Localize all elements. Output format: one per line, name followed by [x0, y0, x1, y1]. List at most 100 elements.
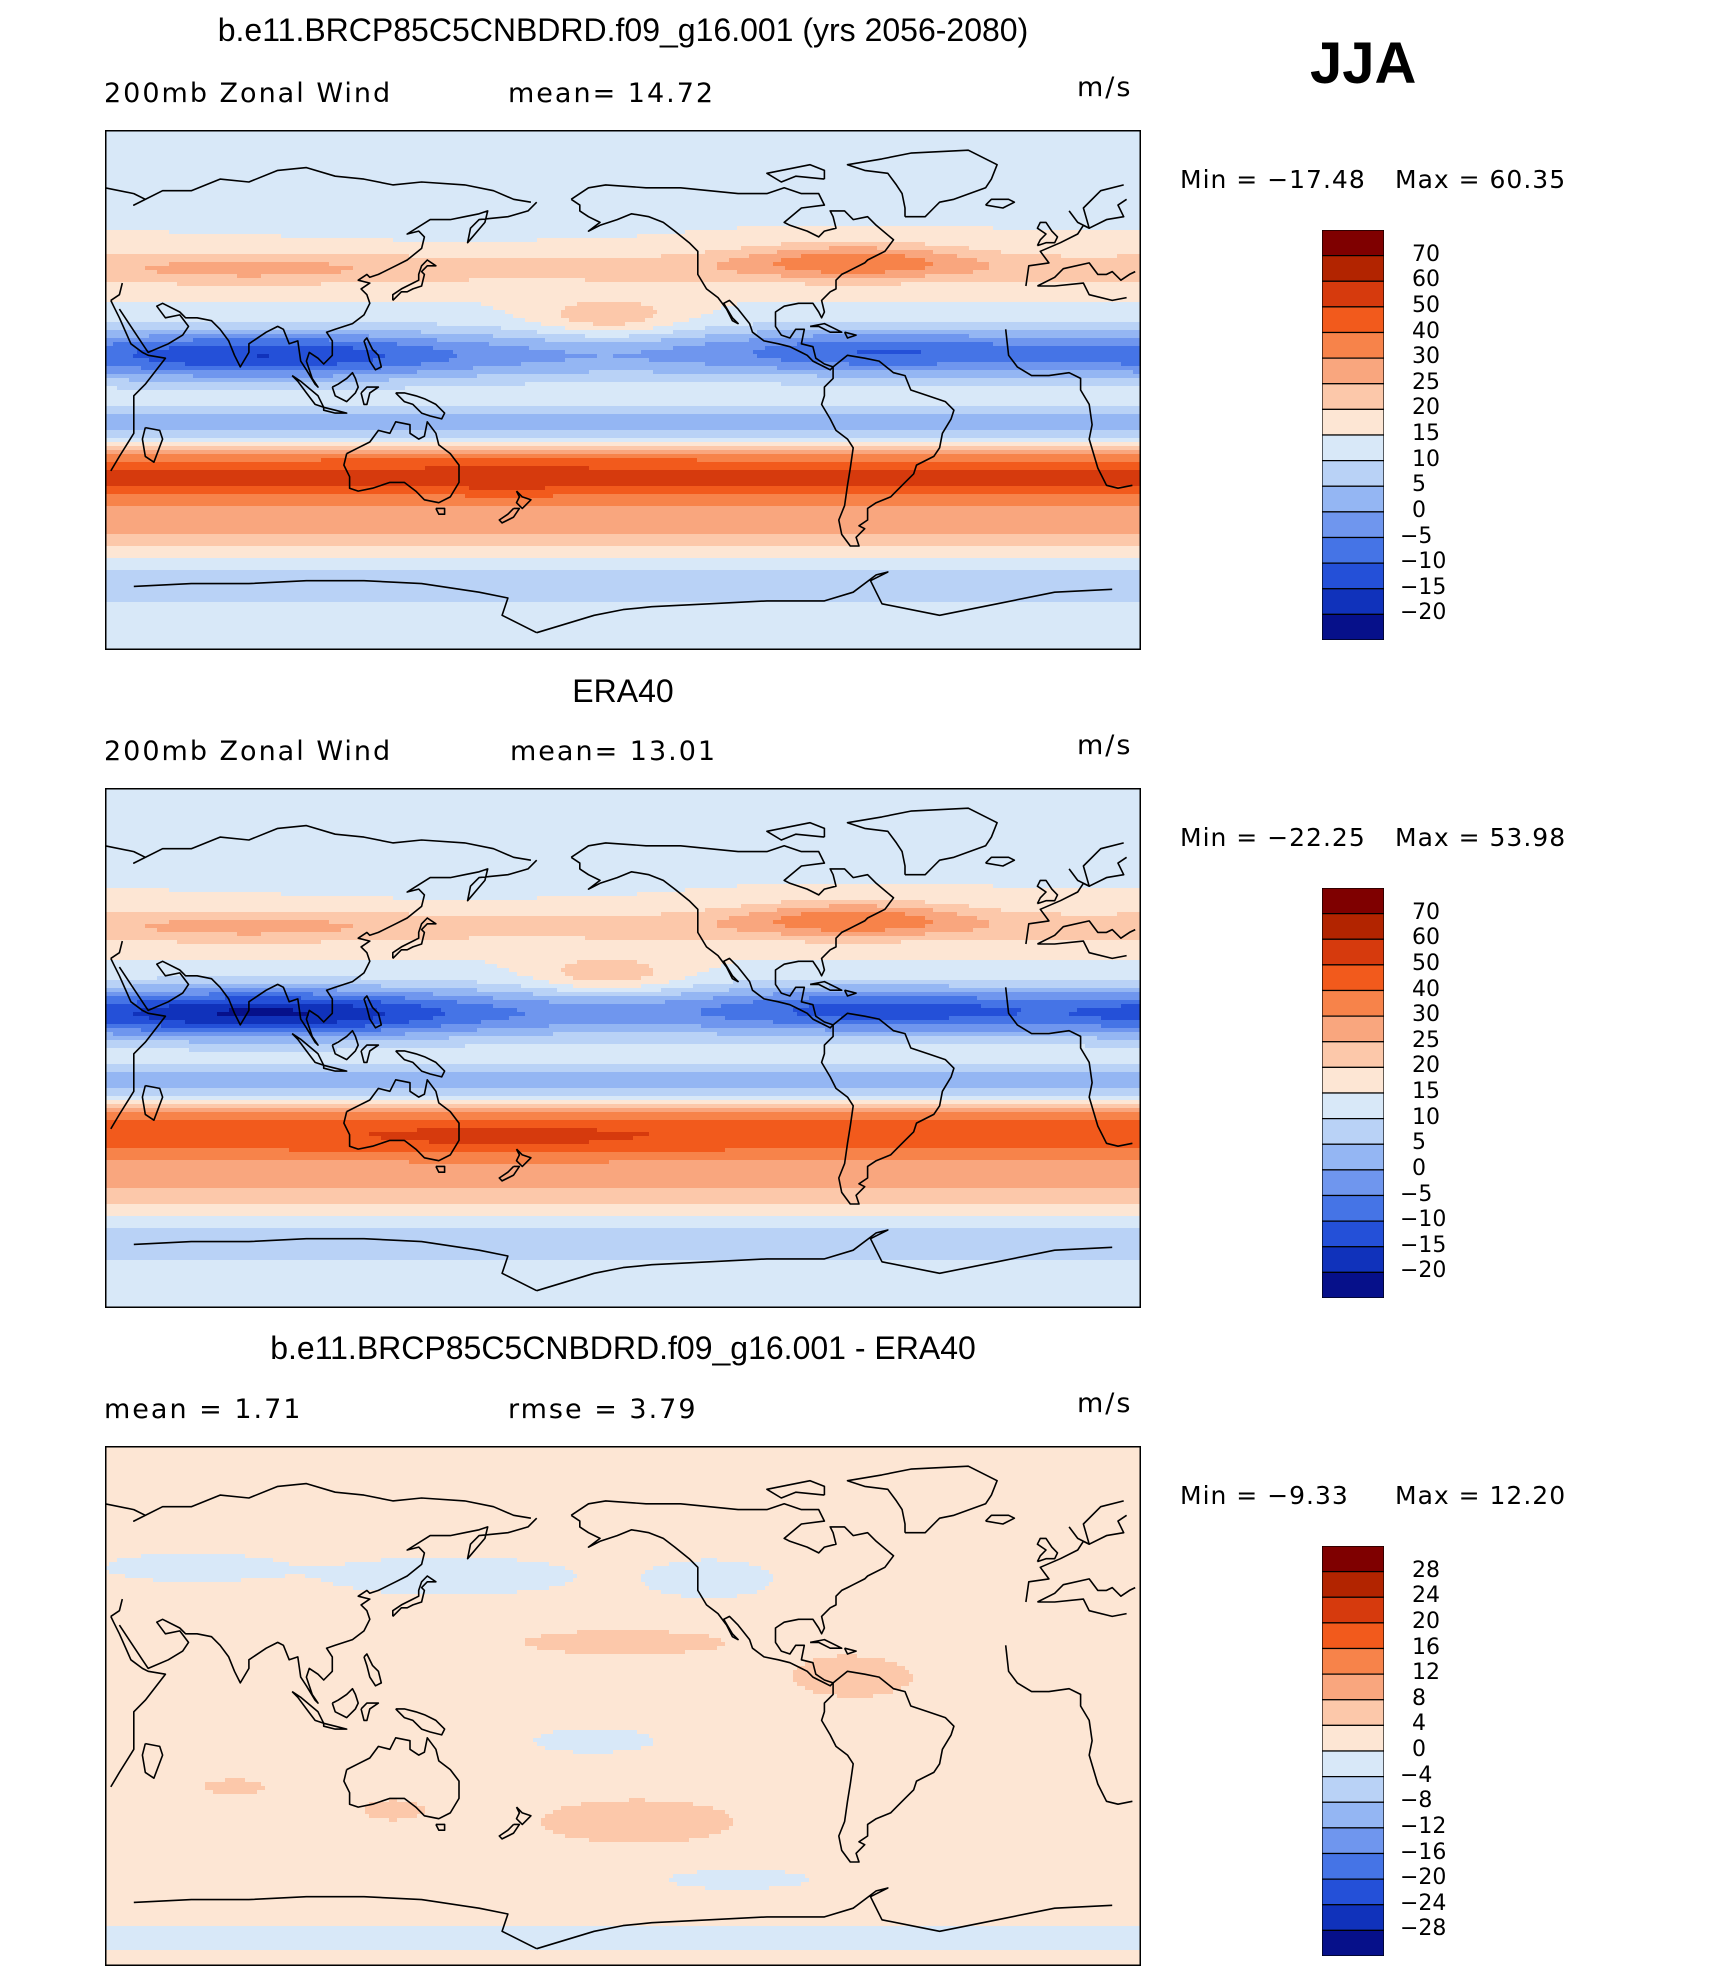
contour-cell: [105, 1506, 1141, 1510]
contour-cell: [481, 1020, 773, 1024]
contour-cell: [105, 868, 1141, 872]
contour-cell: [105, 1694, 837, 1698]
contour-cell: [653, 1738, 1141, 1742]
contour-cell: [381, 366, 473, 370]
colorbar-tick-label: −8: [1400, 1788, 1433, 1814]
contour-cell: [105, 836, 1141, 840]
contour-cell: [633, 1136, 1141, 1140]
colorbar-swatch: [1322, 1801, 1384, 1829]
coastline: [985, 856, 1016, 867]
contour-cell: [105, 410, 1141, 414]
contour-cell: [105, 1088, 1141, 1092]
contour-cell: [105, 1766, 1141, 1770]
contour-cell: [493, 306, 565, 310]
contour-cell: [565, 972, 653, 976]
contour-cell: [797, 1012, 1017, 1016]
contour-cell: [105, 370, 417, 374]
contour-cell: [105, 1842, 1141, 1846]
coastline: [105, 1482, 1128, 1603]
contour-cell: [373, 358, 449, 362]
contour-cell: [105, 414, 1141, 418]
contour-cell: [389, 1798, 397, 1802]
contour-cell: [105, 490, 1141, 494]
contour-cell: [105, 494, 465, 498]
contour-cell: [733, 980, 1141, 984]
contour-cell: [301, 996, 405, 1000]
contour-cell: [105, 1562, 109, 1566]
coastline: [363, 995, 383, 1029]
coastline: [820, 1670, 955, 1863]
contour-cell: [161, 1024, 365, 1028]
contour-cell: [105, 534, 1141, 538]
coastline: [395, 1050, 446, 1078]
contour-cell: [105, 1514, 1141, 1518]
contour-cell: [397, 1818, 541, 1822]
contour-cell: [105, 550, 1141, 554]
contour-cell: [661, 1590, 757, 1594]
colorbar-swatch: [1322, 1015, 1384, 1043]
contour-cell: [105, 1470, 1141, 1474]
contour-cell: [957, 254, 1061, 258]
contour-cell: [913, 1674, 1141, 1678]
contour-cell: [105, 626, 1141, 630]
contour-cell: [105, 562, 1141, 566]
contour-cell: [169, 920, 329, 924]
contour-cell: [493, 1004, 721, 1008]
contour-cell: [105, 796, 1141, 800]
contour-cell: [133, 984, 381, 988]
contour-cell: [245, 1778, 1141, 1782]
contour-cell: [821, 270, 885, 274]
contour-cell: [105, 1958, 1141, 1962]
contour-cell: [105, 1020, 185, 1024]
contour-cell: [105, 1682, 797, 1686]
panel3-rmse-label: rmse = 3.79: [508, 1394, 698, 1425]
coastline: [395, 1708, 446, 1736]
contour-cell: [105, 1890, 1141, 1894]
contour-cell: [105, 274, 237, 278]
panel1-min-label: Min = −17.48: [1180, 165, 1366, 194]
contour-cell: [261, 932, 781, 936]
contour-cell: [105, 598, 1141, 602]
contour-cell: [337, 1048, 1141, 1052]
colorbar-tick-label: 70: [1412, 241, 1440, 267]
contour-cell: [813, 334, 969, 338]
contour-cell: [485, 960, 577, 964]
contour-cell: [797, 1682, 909, 1686]
colorbar-tick-label: −10: [1400, 549, 1447, 575]
contour-cell: [177, 940, 321, 944]
contour-cell: [653, 1742, 1141, 1746]
contour-cell: [1069, 1012, 1141, 1016]
contour-cell: [749, 912, 801, 916]
contour-cell: [541, 1822, 733, 1826]
coastline: [820, 354, 955, 547]
contour-cell: [673, 346, 765, 350]
coastline: [343, 1079, 460, 1162]
colorbar-swatch: [1322, 1673, 1384, 1701]
coastline: [570, 184, 895, 371]
contour-cell: [105, 1954, 1141, 1958]
contour-cell: [105, 1144, 1141, 1148]
contour-cell: [105, 1654, 837, 1658]
contour-cell: [713, 996, 809, 1000]
contour-cell: [105, 1946, 1141, 1950]
contour-cell: [753, 322, 1141, 326]
contour-cell: [257, 1790, 1141, 1794]
contour-cell: [925, 932, 1141, 936]
contour-cell: [957, 912, 1061, 916]
contour-cell: [577, 960, 637, 964]
contour-cell: [105, 554, 1141, 558]
contour-cell: [725, 1148, 1141, 1152]
contour-cell: [105, 510, 1141, 514]
contour-cell: [105, 1810, 365, 1814]
contour-cell: [105, 522, 1141, 526]
contour-cell: [105, 804, 1141, 808]
colorbar-tick-label: 50: [1412, 950, 1440, 976]
colorbar-tick-label: −15: [1400, 574, 1447, 600]
contour-cell: [105, 1534, 1141, 1538]
contour-cell: [573, 984, 641, 988]
contour-cell: [105, 1076, 1141, 1080]
contour-cell: [925, 924, 989, 928]
coastline: [331, 371, 359, 403]
contour-cell: [105, 1934, 1141, 1938]
contour-cell: [105, 130, 1141, 134]
